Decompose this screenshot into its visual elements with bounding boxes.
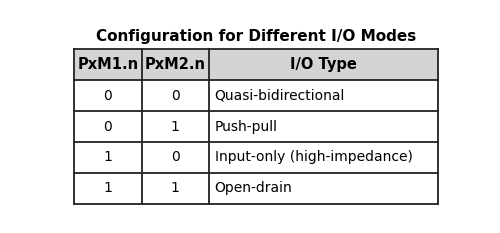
Text: 1: 1 [104,181,112,195]
Bar [74,80,142,111]
Text: 0: 0 [171,89,179,103]
Bar [209,111,438,142]
Text: 1: 1 [104,151,112,164]
Text: Input-only (high-impedance): Input-only (high-impedance) [214,151,412,164]
Text: 0: 0 [171,151,179,164]
Text: PxM2.n: PxM2.n [144,57,206,72]
Bar [209,80,438,111]
Bar [142,173,209,204]
Text: PxM1.n: PxM1.n [78,57,138,72]
Bar [209,173,438,204]
Text: 1: 1 [171,120,179,134]
Text: 1: 1 [171,181,179,195]
Bar [142,142,209,173]
Text: 0: 0 [104,89,112,103]
Text: Quasi-bidirectional: Quasi-bidirectional [214,89,345,103]
Bar [74,142,142,173]
Text: I/O Type: I/O Type [290,57,357,72]
Bar [142,80,209,111]
Bar [142,49,209,80]
Bar [74,173,142,204]
Bar [142,111,209,142]
Text: Configuration for Different I/O Modes: Configuration for Different I/O Modes [96,28,416,44]
Bar [74,111,142,142]
Text: 0: 0 [104,120,112,134]
Text: Push-pull: Push-pull [214,120,278,134]
Bar [209,142,438,173]
Bar [209,49,438,80]
Text: Open-drain: Open-drain [214,181,292,195]
Bar [74,49,142,80]
